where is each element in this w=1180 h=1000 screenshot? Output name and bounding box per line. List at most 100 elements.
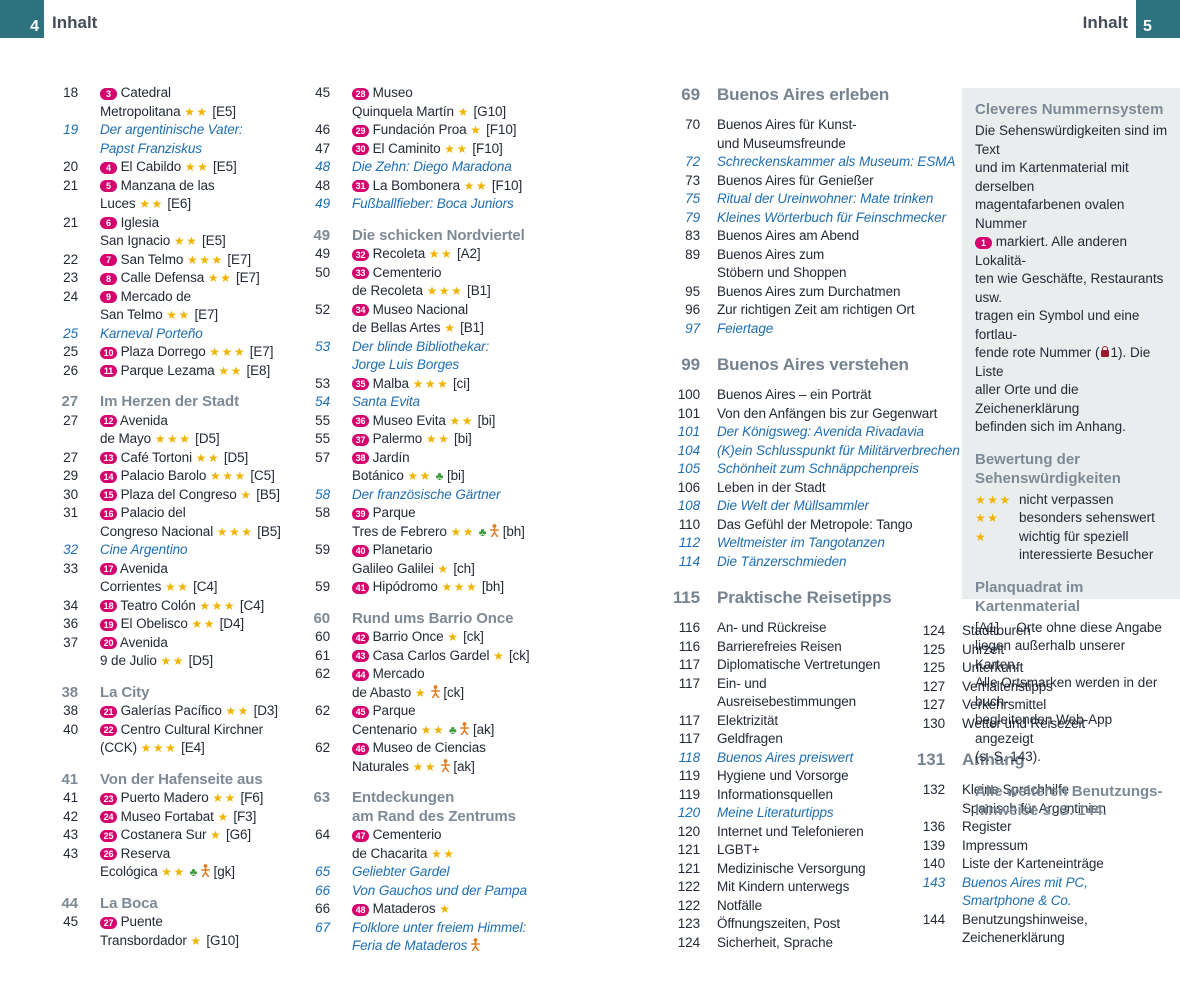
toc-row: 127 Verkehrsmittel: [900, 696, 1180, 715]
star-rating-icon: ★★: [425, 432, 451, 446]
toc-column-2: 45 28 Museo Quinquela Martín ★ [G10] 46 29 F…: [292, 84, 554, 956]
toc-row: 22 7 San Telmo ★★★ [E7]: [40, 251, 296, 270]
toc-row: 49 Fußballfieber: Boca Juniors: [292, 195, 554, 214]
toc-entry-text: 46 Museo de Ciencias Naturales ★★ [ak]: [352, 740, 486, 774]
toc-row: 125 Uhrzeit: [900, 641, 1180, 660]
toc-entry-text: 11 Parque Lezama ★★ [E8]: [100, 362, 270, 381]
toc-entry-text: Cine Argentino: [100, 542, 188, 557]
toc-page-number: 41: [61, 770, 79, 788]
poi-number-badge: 23: [100, 792, 117, 805]
poi-number-badge: 17: [100, 563, 117, 575]
toc-page-number: 54: [315, 394, 330, 409]
poi-number-badge: 4: [100, 161, 117, 174]
toc-entry-text: Buenos Aires zum Durchatmen: [717, 283, 901, 299]
page-number-box-right: 5: [1136, 0, 1180, 38]
toc-page-number: 97: [685, 320, 700, 336]
toc-row: 121 LGBT+: [655, 841, 960, 860]
toc-row: 59 41 Hipódromo ★★★ [bh]: [292, 578, 554, 597]
star-rating-icon: ★★: [139, 197, 164, 211]
toc-page-number: 18: [63, 85, 78, 100]
star-rating-icon: ★★: [207, 271, 233, 285]
star-rating-icon: ★★: [412, 759, 438, 774]
toc-row: 49 32 Recoleta ★★ [A2]: [292, 245, 554, 264]
toc-entry-text: Die Welt der Müllsammler: [717, 498, 869, 513]
toc-entry-text: 8 Calle Defensa ★★ [E7]: [100, 269, 260, 288]
toc-page-number: 124: [677, 934, 700, 950]
toc-page-number: 122: [677, 897, 700, 913]
toc-entry-text: Im Herzen der Stadt: [100, 393, 239, 410]
toc-page-number: 24: [63, 288, 78, 304]
toc-entry-text: 18 Teatro Colón ★★★ [C4]: [100, 597, 264, 616]
toc-page-number: 95: [685, 283, 700, 299]
poi-number-badge: 12: [100, 415, 117, 427]
toc-row: 24 9 Mercado de San Telmo ★★ [E7]: [40, 288, 296, 325]
poi-number-badge: 11: [100, 365, 117, 377]
toc-row: 89 Buenos Aires zum Stöbern und Shoppen: [655, 246, 960, 283]
toc-entry-text: 47 Cementerio de Chacarita ★★: [352, 827, 456, 861]
toc-page-number: 55: [315, 431, 330, 446]
toc-page-number: 64: [315, 827, 330, 842]
toc-entry-text: Buenos Aires verstehen: [717, 355, 909, 374]
toc-row: 27 13 Café Tortoni ★★ [D5]: [40, 449, 296, 468]
toc-row: 53 35 Malba ★★★ [ci]: [292, 375, 554, 394]
toc-page-number: 120: [677, 805, 700, 820]
toc-page-number: 116: [678, 638, 700, 654]
poi-number-badge: 16: [100, 507, 117, 520]
toc-row: 115 Praktische Reisetipps: [655, 587, 960, 608]
toc-row: 64 47 Cementerio de Chacarita ★★: [292, 826, 554, 863]
star-rating-icon: ★★★: [154, 432, 192, 446]
poi-number-badge: 10: [100, 346, 117, 359]
toc-entry-text: Der französische Gärtner: [352, 486, 501, 502]
star-rating-icon: ★: [457, 104, 470, 119]
toc-row: 139 Impressum: [900, 837, 1180, 856]
toc-page-number: 99: [681, 355, 700, 374]
toc-row: 26 11 Parque Lezama ★★ [E8]: [40, 362, 296, 381]
toc-row: 95 Buenos Aires zum Durchatmen: [655, 283, 960, 302]
toc-entry-text: Sicherheit, Sprache: [717, 934, 833, 950]
toc-page-number: 62: [315, 666, 330, 681]
toc-row: 45 27 Puente Transbordador ★ [G10]: [40, 913, 296, 950]
family-icon: [200, 864, 210, 879]
toc-entry-text: 6 Iglesia San Ignacio ★★ [E5]: [100, 214, 226, 248]
family-icon: [470, 938, 480, 953]
toc-entry-text: LGBT+: [717, 842, 760, 857]
toc-page-number: 124: [922, 623, 945, 638]
toc-page-number: 116: [678, 620, 700, 635]
toc-row: 123 Öffnungszeiten, Post: [655, 915, 960, 934]
page-number-box-left: 4: [0, 0, 44, 38]
toc-entry-text: Verhaltenstipps: [962, 678, 1053, 694]
star-rating-icon: ★★★: [426, 284, 464, 298]
toc-row: 144 Benutzungshinweise, Zeichenerklärung: [900, 911, 1180, 948]
toc-row: 117 Ein- und Ausreisebestimmungen: [655, 675, 960, 712]
toc-row: 50 33 Cementerio de Recoleta ★★★ [B1]: [292, 264, 554, 301]
toc-row: 124 Sicherheit, Sprache: [655, 934, 960, 953]
toc-entry-text: 35 Malba ★★★ [ci]: [352, 375, 470, 394]
toc-page-number: 36: [63, 616, 78, 631]
star-rating-icon: ★★: [160, 654, 185, 668]
toc-page-number: 53: [315, 338, 330, 354]
toc-row: 21 5 Manzana de las Luces ★★ [E6]: [40, 177, 296, 214]
toc-page-number: 58: [315, 486, 330, 502]
toc-entry-text: Kleines Wörterbuch für Feinschmecker: [717, 209, 946, 225]
star-rating-icon: ★★★: [140, 741, 178, 755]
toc-entry-text: Ritual der Ureinwohner: Mate trinken: [717, 191, 934, 206]
toc-row: 70 Buenos Aires für Kunst-und Museumsfreu…: [655, 116, 960, 153]
toc-entry-text: Buenos Aires erleben: [717, 85, 890, 104]
toc-row: 116 An- und Rückreise: [655, 619, 960, 638]
toc-entry-text: Folklore unter freiem Himmel: Feria de Ma…: [352, 919, 527, 954]
toc-page-number: 45: [315, 85, 330, 100]
toc-row: 48 31 La Bombonera ★★ [F10]: [292, 177, 554, 196]
toc-entry-text: (K)ein Schlusspunkt für Militärverbreche…: [717, 442, 960, 458]
toc-page-number: 121: [677, 860, 700, 876]
toc-entry-text: Mit Kindern unterwegs: [717, 879, 850, 894]
legend-label: nicht verpassen: [1019, 491, 1114, 507]
toc-page-number: 83: [685, 228, 700, 243]
poi-number-badge: 27: [100, 916, 117, 929]
toc-row: 55 37 Palermo ★★ [bi]: [292, 430, 554, 449]
toc-page-number: 40: [63, 721, 78, 737]
legend-row: ★★★ nicht verpassen: [975, 491, 1170, 510]
poi-number-badge: 20: [100, 637, 117, 649]
toc-page-number: 127: [922, 678, 945, 694]
toc-page-number: 48: [315, 177, 330, 193]
poi-number-badge: 26: [100, 848, 117, 860]
